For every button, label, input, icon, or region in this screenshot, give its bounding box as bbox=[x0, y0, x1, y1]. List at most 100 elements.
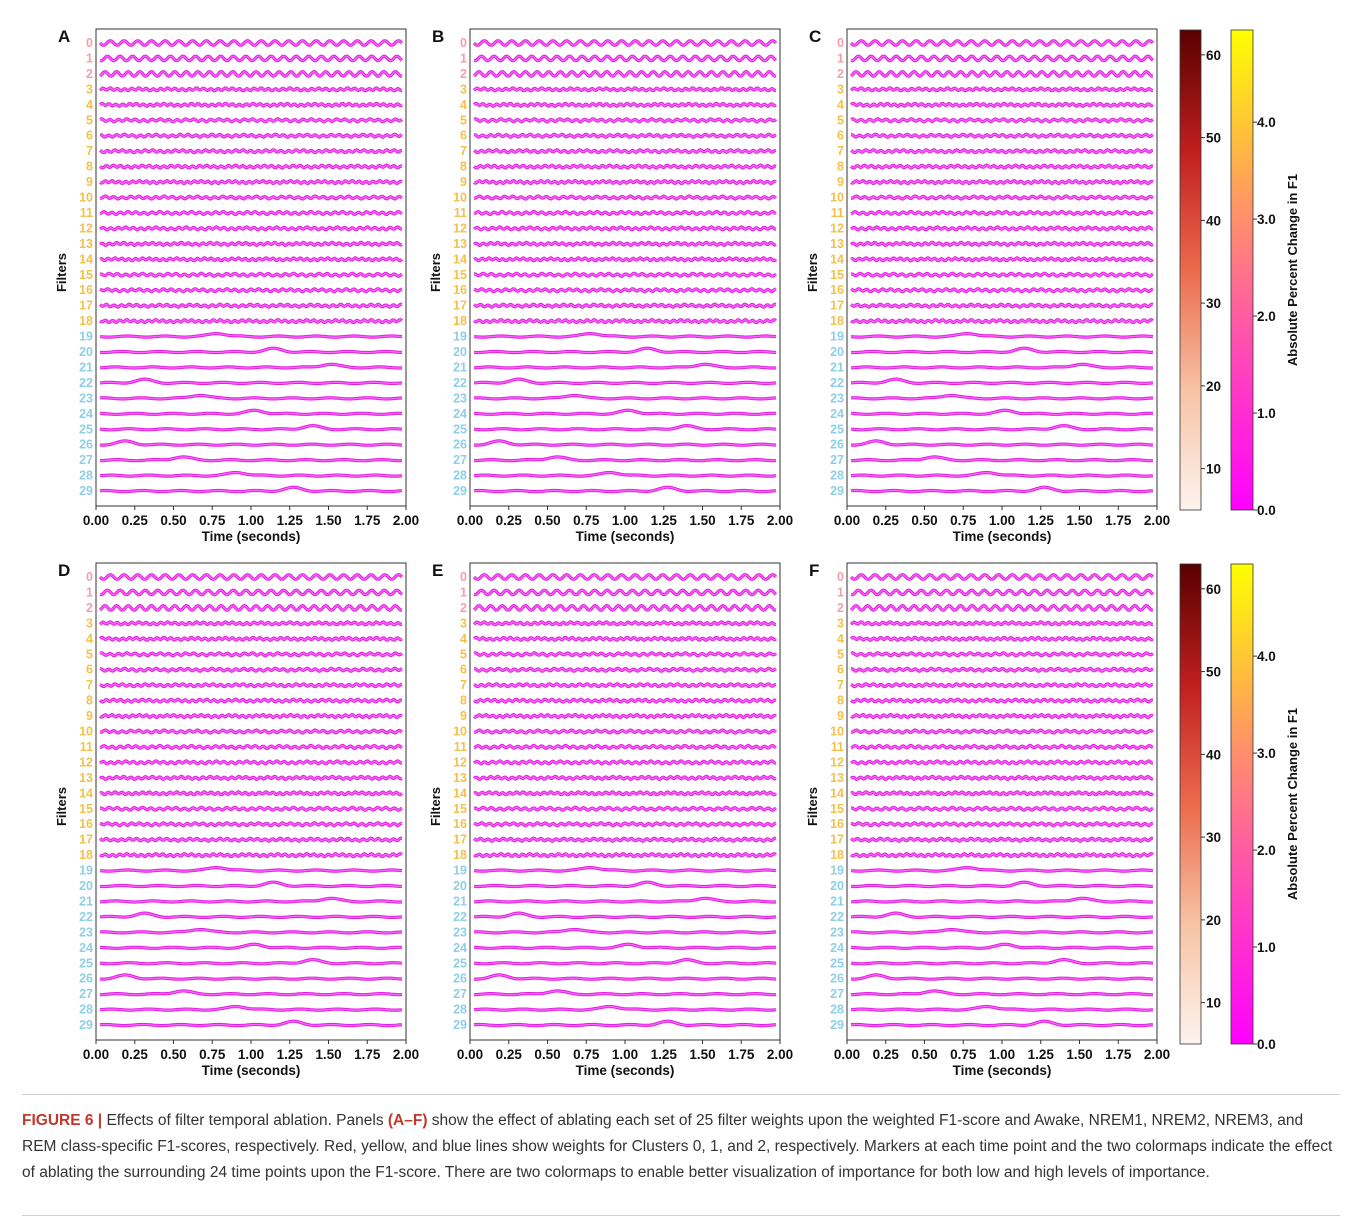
filter-trace-highlight bbox=[850, 195, 1154, 200]
y-axis-label: Filters bbox=[428, 253, 443, 292]
x-axis-label: Time (seconds) bbox=[576, 529, 675, 544]
filter-trace-highlight bbox=[850, 867, 1154, 872]
filter-trace-highlight bbox=[850, 574, 1154, 580]
colorbar-tick-label: 0.0 bbox=[1257, 1037, 1276, 1052]
filter-tick-label: 25 bbox=[830, 422, 844, 436]
x-axis-label: Time (seconds) bbox=[202, 1063, 301, 1078]
filter-tick-label: 2 bbox=[86, 67, 93, 81]
filter-trace-highlight bbox=[473, 40, 777, 46]
filter-trace-highlight bbox=[850, 118, 1154, 123]
panel-F: FFilters01234567891011121314151617181920… bbox=[805, 561, 1170, 1078]
filter-tick-label: 4 bbox=[460, 98, 467, 112]
filter-trace-highlight bbox=[473, 636, 777, 641]
filter-trace-highlight bbox=[850, 70, 1154, 77]
filter-trace-highlight bbox=[99, 226, 403, 231]
filter-trace-highlight bbox=[99, 943, 402, 949]
x-tick-label: 0.00 bbox=[457, 1047, 483, 1062]
filter-tick-label: 15 bbox=[79, 268, 93, 282]
filter-trace-highlight bbox=[850, 333, 1154, 338]
x-tick-label: 1.50 bbox=[315, 513, 341, 528]
x-tick-label: 0.00 bbox=[83, 1047, 109, 1062]
x-tick-label: 1.75 bbox=[354, 1047, 381, 1062]
y-axis-label: Filters bbox=[805, 787, 820, 826]
x-tick-label: 1.25 bbox=[651, 513, 678, 528]
filter-trace-highlight bbox=[850, 409, 1153, 415]
filter-trace-highlight bbox=[473, 257, 777, 262]
filter-trace-highlight bbox=[474, 440, 777, 446]
x-tick-label: 2.00 bbox=[767, 513, 793, 528]
filter-trace-highlight bbox=[99, 990, 402, 996]
filter-trace-highlight bbox=[99, 698, 403, 703]
filter-tick-label: 3 bbox=[460, 616, 467, 630]
filter-tick-label: 23 bbox=[453, 925, 467, 939]
filter-trace-highlight bbox=[473, 943, 776, 949]
filter-tick-label: 13 bbox=[830, 771, 844, 785]
filter-tick-label: 2 bbox=[837, 67, 844, 81]
filter-trace-highlight bbox=[99, 791, 403, 796]
filter-trace-highlight bbox=[850, 806, 1154, 811]
filter-tick-label: 27 bbox=[453, 453, 467, 467]
filter-tick-label: 25 bbox=[453, 422, 467, 436]
filter-tick-label: 0 bbox=[460, 570, 467, 584]
x-tick-label: 1.00 bbox=[612, 1047, 638, 1062]
filter-tick-label: 21 bbox=[79, 360, 93, 374]
x-tick-label: 1.50 bbox=[689, 1047, 715, 1062]
x-tick-label: 0.25 bbox=[873, 513, 900, 528]
filter-trace-highlight bbox=[99, 897, 403, 903]
filter-trace-highlight bbox=[99, 652, 403, 657]
filter-tick-label: 22 bbox=[453, 376, 467, 390]
x-tick-label: 1.00 bbox=[238, 513, 264, 528]
filter-trace-highlight bbox=[850, 958, 1154, 965]
plot-frame bbox=[469, 28, 781, 507]
filter-trace-highlight bbox=[473, 698, 777, 703]
filter-trace-highlight bbox=[473, 958, 777, 965]
filter-trace-highlight bbox=[850, 1005, 1154, 1011]
colorbars-row-2: 10 20 30 40 50 60 0.0 1.0 2.0 3.0 4.0 Absolute Perc… bbox=[1179, 563, 1300, 1052]
x-tick-label: 2.00 bbox=[767, 1047, 793, 1062]
filter-trace-highlight bbox=[99, 683, 403, 688]
filter-tick-label: 24 bbox=[79, 407, 93, 421]
filter-tick-label: 9 bbox=[86, 175, 93, 189]
filter-trace-highlight bbox=[99, 958, 403, 965]
filter-tick-label: 6 bbox=[86, 663, 93, 677]
filter-tick-label: 26 bbox=[830, 972, 844, 986]
filter-tick-label: 18 bbox=[79, 848, 93, 862]
filter-tick-label: 18 bbox=[453, 314, 467, 328]
x-tick-label: 0.75 bbox=[199, 513, 226, 528]
x-tick-label: 1.75 bbox=[1105, 1047, 1132, 1062]
colorbar-tick-label: 2.0 bbox=[1257, 843, 1276, 858]
plot-frame bbox=[95, 562, 407, 1041]
filter-tick-label: 4 bbox=[837, 98, 844, 112]
filter-tick-label: 11 bbox=[80, 740, 93, 754]
filter-tick-label: 19 bbox=[79, 330, 93, 344]
filter-trace-highlight bbox=[473, 395, 777, 400]
filter-trace-highlight bbox=[99, 87, 402, 92]
x-tick-label: 0.00 bbox=[83, 513, 109, 528]
filter-tick-label: 24 bbox=[79, 941, 93, 955]
filter-tick-label: 10 bbox=[79, 725, 93, 739]
filter-trace-highlight bbox=[99, 760, 403, 765]
filter-trace-highlight bbox=[473, 333, 777, 338]
filter-trace-highlight bbox=[99, 912, 403, 918]
filter-tick-label: 25 bbox=[79, 422, 93, 436]
filter-trace-highlight bbox=[850, 288, 1154, 293]
filter-trace-highlight bbox=[473, 929, 777, 934]
filter-trace-highlight bbox=[99, 744, 403, 750]
filter-tick-label: 0 bbox=[86, 36, 93, 50]
filter-tick-label: 7 bbox=[460, 678, 467, 692]
filter-tick-label: 8 bbox=[837, 694, 844, 708]
filter-tick-label: 20 bbox=[453, 345, 467, 359]
filter-trace-highlight bbox=[473, 791, 777, 796]
filter-trace-highlight bbox=[850, 791, 1154, 796]
colorbar-tick-label: 30 bbox=[1206, 296, 1221, 311]
filter-trace-highlight bbox=[473, 1005, 777, 1011]
filter-tick-label: 20 bbox=[79, 345, 93, 359]
filter-trace-highlight bbox=[850, 636, 1154, 641]
x-tick-label: 0.00 bbox=[834, 513, 860, 528]
filter-tick-label: 6 bbox=[460, 129, 467, 143]
panel-label: B bbox=[432, 27, 444, 46]
filter-trace-highlight bbox=[850, 775, 1154, 781]
filter-trace-highlight bbox=[99, 55, 403, 62]
filter-trace-highlight bbox=[473, 87, 776, 92]
x-tick-label: 1.00 bbox=[989, 1047, 1015, 1062]
